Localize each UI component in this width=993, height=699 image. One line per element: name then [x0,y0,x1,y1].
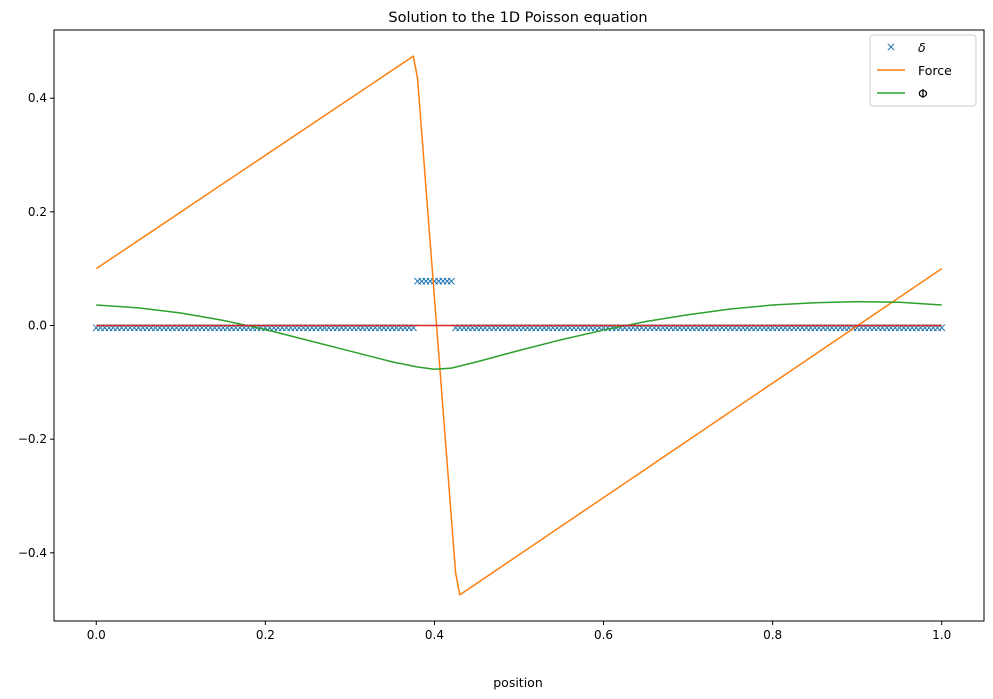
legend-entry-phi: Φ [877,86,928,101]
x-axis: 0.0 0.2 0.4 0.6 0.8 1.0 [87,621,951,642]
x-tick-label: 0.2 [256,628,275,642]
legend-entry-force: Force [877,63,952,78]
chart-title: Solution to the 1D Poisson equation [388,10,647,26]
delta-point [447,277,455,285]
legend: δ Force Φ [869,34,977,107]
legend-label-phi: Φ [918,86,928,101]
legend-box [869,34,977,107]
y-tick-label: −0.4 [18,546,47,560]
y-axis: −0.4 −0.2 0.0 0.2 0.4 [18,91,54,560]
y-tick-label: 0.2 [28,205,47,219]
series-layer [92,55,946,596]
x-tick-label: 0.6 [594,628,613,642]
legend-entry-delta: δ [887,40,926,55]
legend-x-marker [887,43,895,51]
x-tick-label: 0.0 [87,628,106,642]
y-tick-label: 0.4 [28,91,47,105]
x-axis-label: position [493,675,543,690]
series-line [96,300,942,371]
y-tick-label: −0.2 [18,432,47,446]
x-tick-label: 0.8 [763,628,782,642]
legend-label-delta: δ [918,40,926,55]
x-tick-label: 1.0 [932,628,951,642]
legend-marker-delta [887,43,895,51]
x-tick-label: 0.4 [425,628,444,642]
y-tick-label: 0.0 [28,319,47,333]
series-2 [96,300,942,371]
legend-label-force: Force [918,63,952,78]
